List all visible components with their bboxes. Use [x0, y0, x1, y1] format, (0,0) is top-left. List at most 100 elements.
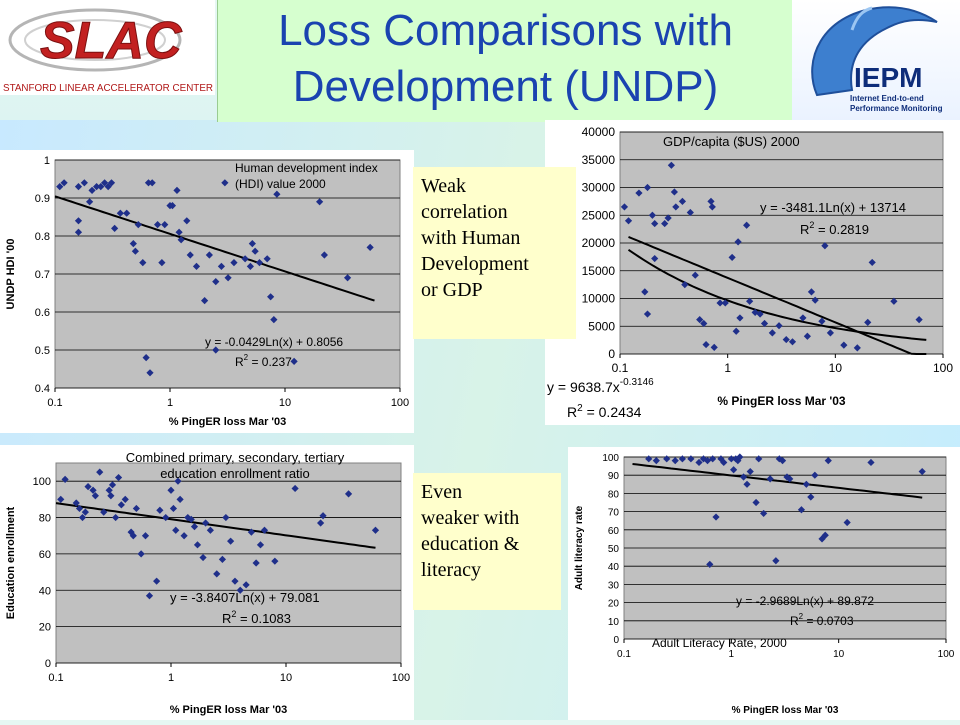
- data-point: [251, 247, 259, 255]
- data-point: [371, 526, 380, 534]
- x-tick-label: 0.1: [47, 397, 62, 409]
- data-point: [81, 508, 89, 516]
- data-point: [670, 188, 678, 196]
- y-tick-label: 40000: [582, 125, 616, 139]
- data-point: [706, 560, 714, 568]
- slac-logo-mark: SLAC STANFORD LINEAR ACCELERATOR CENTER: [3, 8, 213, 94]
- trend-equation: y = -3481.1Ln(x) + 13714: [760, 200, 906, 215]
- data-point: [74, 183, 83, 191]
- data-point: [635, 189, 643, 197]
- data-point: [187, 515, 195, 523]
- data-point: [173, 186, 181, 194]
- data-point: [101, 179, 109, 187]
- note-weak-correlation: Weak correlation with Human Development …: [413, 167, 576, 339]
- y-tick-label: 30000: [582, 181, 616, 195]
- iepm-subtitle-line-2: Performance Monitoring: [850, 104, 943, 113]
- x-tick-label: 10: [279, 397, 291, 409]
- data-point: [205, 251, 213, 259]
- trend-equation: y = -3.8407Ln(x) + 79.081: [170, 590, 320, 605]
- data-point: [678, 455, 686, 463]
- iepm-logo: IEPM Internet End-to-end Performance Mon…: [792, 0, 960, 122]
- data-point: [218, 555, 227, 563]
- note-weak-line: Weak: [421, 175, 467, 197]
- data-point: [168, 202, 177, 210]
- y-tick-label: 10000: [582, 292, 616, 306]
- chart-title: GDP/capita ($US) 2000: [663, 134, 800, 149]
- y-tick-label: 80: [39, 513, 51, 525]
- hdi-chart: 0.4 0.5 0.6 0.7 0.8 0.9 1 0.1 1 10 100 % PingER los…: [0, 150, 414, 433]
- trendline: [628, 235, 927, 355]
- y-tick-label: 60: [608, 526, 620, 537]
- data-point: [663, 455, 671, 463]
- data-point: [672, 203, 680, 211]
- hdi-chart-svg: 0.4 0.5 0.6 0.7 0.8 0.9 1 0.1 1 10 100 % PingER los…: [5, 155, 409, 428]
- data-point: [620, 203, 629, 211]
- data-point: [273, 190, 281, 198]
- data-point: [316, 198, 324, 206]
- y-tick-label: 0.6: [35, 307, 50, 319]
- data-point: [840, 341, 848, 349]
- data-point: [818, 317, 826, 325]
- x-tick-label: 1: [729, 649, 735, 660]
- title-box: Loss Comparisons with Development (UNDP): [217, 0, 793, 122]
- data-point: [652, 457, 660, 465]
- trend-r-squared: R2 = 0.2819: [800, 220, 869, 237]
- note-weak-line: or GDP: [421, 279, 483, 301]
- data-point: [667, 161, 675, 169]
- data-point: [687, 455, 695, 463]
- data-point: [78, 513, 87, 522]
- y-tick-label: 10: [608, 617, 620, 628]
- data-point: [175, 228, 183, 236]
- data-point: [56, 183, 64, 191]
- data-point: [153, 221, 162, 229]
- trend-r-squared: R2 = 0.1083: [222, 609, 291, 626]
- note-weaker-line: education &: [421, 533, 520, 555]
- y-tick-label: 70: [608, 508, 620, 519]
- y-tick-label: 0.8: [35, 231, 50, 243]
- data-point: [320, 251, 328, 259]
- data-point: [72, 499, 80, 507]
- x-tick-label: 0.1: [612, 361, 629, 375]
- data-point: [752, 498, 760, 507]
- data-point: [821, 242, 829, 250]
- trend-equation: y = -0.0429Ln(x) + 0.8056: [205, 335, 343, 349]
- data-point: [686, 208, 694, 217]
- x-axis-label: % PingER loss Mar '03: [717, 394, 846, 408]
- data-point: [153, 577, 161, 585]
- x-tick-label: 100: [392, 672, 410, 684]
- note-weak-line: correlation: [421, 201, 508, 223]
- slac-subtitle: STANFORD LINEAR ACCELERATOR CENTER: [3, 82, 213, 94]
- data-point: [74, 228, 83, 236]
- note-weak-line: Development: [421, 253, 529, 275]
- x-tick-label: 1: [168, 672, 174, 684]
- slac-orbit-ring: [8, 8, 182, 72]
- data-point: [183, 217, 191, 225]
- trend-r-squared: R2 = 0.0703: [790, 612, 854, 628]
- trendline: [55, 502, 376, 549]
- data-point: [212, 346, 220, 354]
- data-point: [317, 519, 325, 527]
- data-point: [799, 314, 807, 322]
- data-point: [221, 179, 229, 187]
- y-tick-label: 50: [608, 544, 620, 555]
- chart-title: Combined primary, secondary, tertiary: [126, 450, 345, 465]
- y-axis-label: UNDP HDI '00: [5, 239, 17, 310]
- data-point: [161, 221, 169, 229]
- y-tick-label: 30: [608, 580, 620, 591]
- data-point: [681, 281, 689, 289]
- iepm-subtitle-line-1: Internet End-to-end: [850, 94, 924, 103]
- data-point: [918, 467, 926, 476]
- trendline: [632, 463, 923, 499]
- data-point: [74, 217, 83, 225]
- data-point: [291, 484, 299, 493]
- data-point: [645, 455, 653, 463]
- y-tick-label: 20: [608, 599, 620, 610]
- y-axis-label: Adult literacy rate: [574, 505, 585, 590]
- x-tick-label: 100: [933, 361, 953, 375]
- data-point: [231, 577, 239, 585]
- data-point: [80, 179, 88, 187]
- x-axis-label: % PingER loss Mar '03: [732, 705, 839, 716]
- data-point: [868, 258, 876, 267]
- data-point: [186, 251, 194, 259]
- data-point: [174, 477, 182, 485]
